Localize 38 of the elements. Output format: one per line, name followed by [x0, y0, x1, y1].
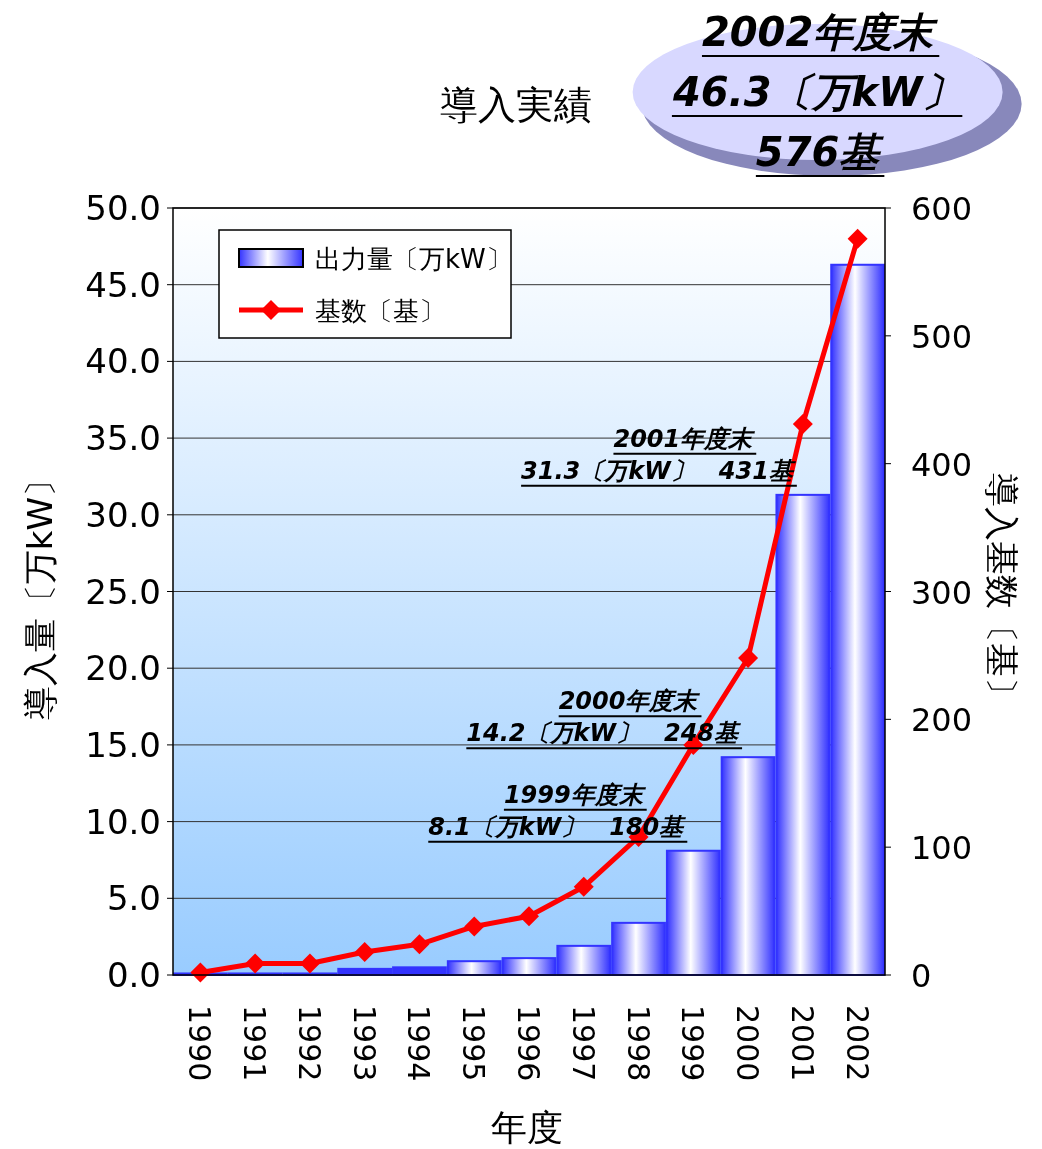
annotation: 2002年度末 46.3〔万kW〕 576基: [671, 9, 963, 175]
y-tick-label: 15.0: [85, 724, 161, 765]
y-tick-label: 40.0: [85, 341, 161, 382]
y2-tick-label: 100: [911, 829, 973, 868]
y-tick-label: 25.0: [85, 571, 161, 612]
y-tick-label: 20.0: [85, 648, 161, 689]
y-tick-label: 30.0: [85, 494, 161, 535]
x-tick-label: 1997: [565, 1005, 601, 1082]
x-tick-label: 1994: [401, 1005, 437, 1082]
x-tick-label: 1999: [675, 1005, 711, 1082]
x-tick-label: 1996: [511, 1005, 546, 1082]
y-tick-label: 35.0: [85, 418, 161, 459]
x-tick-label: 1998: [620, 1005, 656, 1082]
x-tick-label: 1991: [237, 1005, 273, 1082]
y-axis-title: 導入量〔万kW〕: [20, 462, 60, 721]
y-tick-label: 45.0: [85, 264, 161, 305]
legend-label: 出力量〔万kW〕: [315, 244, 512, 274]
y2-tick-label: 500: [911, 317, 973, 356]
y2-tick-label: 300: [911, 573, 973, 612]
chart-title: 導入実績: [440, 83, 592, 127]
x-tick-label: 2001: [784, 1005, 820, 1082]
y-tick-label: 0.0: [106, 955, 161, 995]
y2-tick-label: 400: [911, 445, 973, 484]
y2-tick-label: 200: [911, 701, 973, 740]
x-tick-label: 2002: [839, 1005, 875, 1082]
y-tick-label: 50.0: [85, 188, 161, 228]
y2-tick-label: 600: [911, 190, 973, 228]
y-tick-label: 5.0: [106, 878, 161, 919]
y2-tick-label: 0: [911, 957, 932, 995]
x-tick-label: 2000: [730, 1005, 766, 1082]
x-tick-label: 1990: [182, 1005, 218, 1082]
x-axis-title: 年度: [491, 1107, 563, 1148]
legend-label: 基数〔基〕: [315, 296, 445, 326]
y2-axis-title: 導入基数〔基〕: [982, 472, 1022, 711]
x-tick-label: 1995: [456, 1005, 492, 1082]
x-tick-label: 1993: [346, 1005, 382, 1082]
y-tick-label: 10.0: [85, 801, 161, 842]
x-tick-label: 1992: [291, 1005, 327, 1082]
